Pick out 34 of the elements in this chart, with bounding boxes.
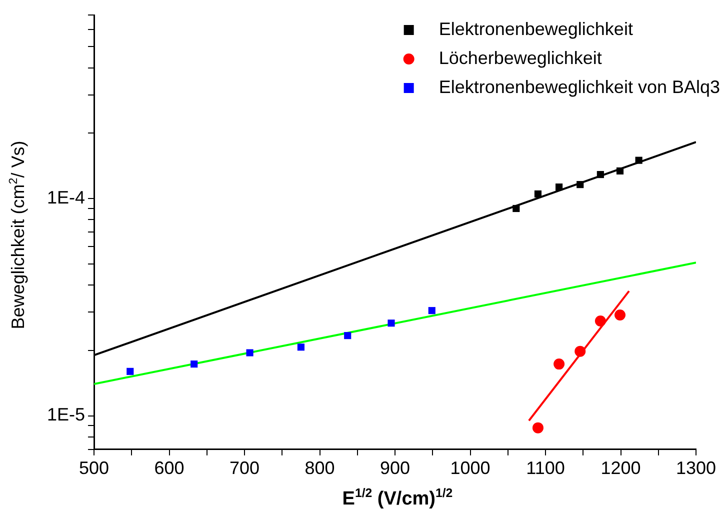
point — [554, 358, 565, 370]
y-tick-label: 1E-5 — [46, 404, 86, 425]
point — [556, 183, 563, 191]
x-tick-label: 900 — [380, 458, 410, 478]
x-tick-label: 800 — [304, 458, 335, 478]
legend-label: Elektronenbeweglichkeit von BAlq3 — [438, 76, 720, 97]
point — [614, 310, 626, 320]
point — [616, 167, 624, 174]
point — [596, 171, 604, 178]
x-tick-label: 500 — [79, 458, 110, 478]
x-tick-label: 600 — [154, 458, 184, 478]
point — [126, 368, 134, 375]
point — [190, 360, 198, 368]
x-tick-label: 1200 — [600, 458, 641, 478]
point — [534, 190, 542, 198]
legend-label: Löcherbeweglichkeit — [438, 48, 602, 68]
x-tick-label: 1100 — [526, 458, 565, 478]
legend-label: Elektronenbeweglichkeit — [438, 18, 633, 39]
y-tick-label: 1E-4 — [46, 188, 86, 208]
point — [428, 307, 436, 314]
x-tick-label: 1300 — [676, 458, 716, 478]
point — [594, 316, 606, 327]
x-tick-label: 1000 — [450, 458, 490, 478]
point — [532, 422, 544, 434]
point — [576, 181, 584, 188]
x-axis-title: E$^{1/2}$ (V/cm)$^{1/2}$ — [341, 486, 454, 510]
point — [574, 346, 586, 357]
x-tick-label: 700 — [229, 458, 260, 478]
point — [246, 349, 254, 356]
point — [344, 332, 352, 340]
point — [388, 320, 395, 327]
point — [512, 204, 520, 212]
point — [297, 344, 304, 351]
point — [635, 156, 642, 164]
